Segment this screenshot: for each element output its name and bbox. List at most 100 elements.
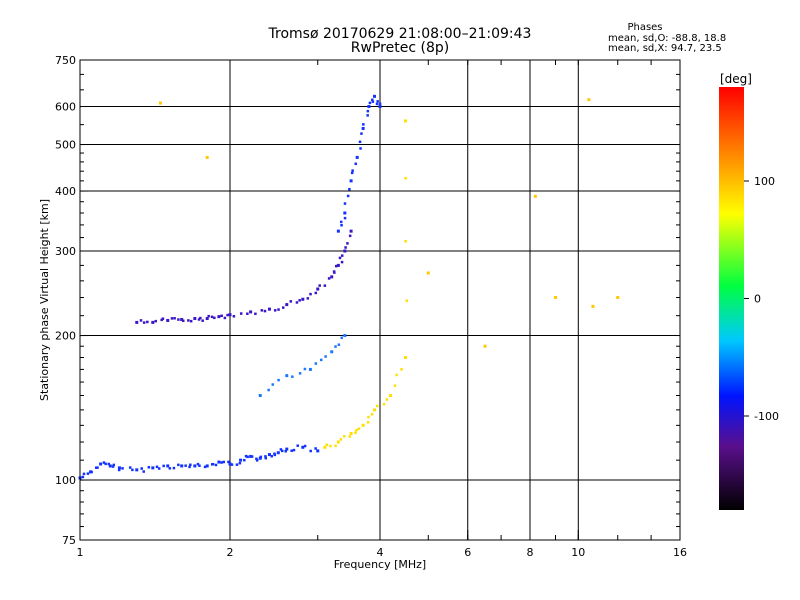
data-point [239,458,243,462]
data-point [267,307,271,311]
data-point [239,312,243,315]
data-point [161,317,165,320]
data-point [217,460,221,464]
data-point [155,465,159,469]
data-point [483,344,487,348]
data-point [142,321,146,324]
data-point [296,444,299,447]
data-point [267,388,270,392]
data-point [314,291,318,295]
x-axis-label: Frequency [MHz] [334,558,426,571]
data-point [279,448,283,451]
data-point [177,463,180,467]
colorbar [719,87,744,510]
data-point [354,431,357,435]
colorbar-label: [deg] [720,72,752,86]
data-point [385,398,389,401]
data-point [339,438,343,441]
data-point [250,455,254,458]
data-point [343,249,347,253]
data-point [81,475,85,479]
data-point [289,300,293,303]
data-point [173,317,176,320]
x-tick-label: 8 [527,546,534,559]
data-point [348,435,352,438]
data-point [217,315,221,319]
data-point [389,394,393,398]
data-point [258,456,262,460]
data-point [249,310,253,314]
data-point [273,309,277,312]
data-point [298,372,302,375]
data-point [368,101,372,105]
data-point [249,454,253,458]
data-point [291,375,294,378]
data-point [264,456,268,460]
data-point [359,147,362,150]
data-point [350,171,354,175]
data-point [290,449,293,452]
data-point [354,162,358,166]
data-point [404,176,407,180]
data-point [346,194,350,198]
data-point [404,240,407,243]
data-point [189,319,193,323]
stats-o-mode: mean, sd,O: -88.8, 18.8 [608,33,727,44]
data-point [222,460,226,464]
data-point [318,284,321,287]
y-tick-label: 600 [55,101,76,114]
data-point [243,458,246,462]
x-tick-label: 10 [571,546,585,559]
data-point [246,312,249,316]
data-point [223,316,227,320]
data-point [151,320,155,324]
data-point [343,202,347,205]
data-point [330,350,334,354]
data-point [314,362,318,365]
data-point [298,299,301,302]
data-point [117,468,121,472]
data-point [376,404,379,408]
data-point [196,462,200,466]
data-point [358,140,362,144]
data-point [403,119,407,123]
data-point [197,318,201,321]
data-point [260,309,264,312]
data-point [220,314,223,318]
data-point [213,316,216,320]
data-point [285,447,289,451]
data-point [226,313,229,317]
data-point [349,229,353,233]
data-point [157,467,161,470]
data-point [355,428,358,432]
y-tick-label: 400 [55,185,76,198]
data-point [193,317,197,321]
data-point [211,462,215,466]
data-point [220,461,223,464]
data-point [166,318,170,322]
data-point [366,421,370,424]
data-point [158,101,162,105]
data-point [207,314,210,318]
data-point [400,368,403,371]
data-point [323,445,327,449]
data-point [361,423,365,427]
data-point [230,463,234,466]
data-point [405,299,409,302]
data-point [177,318,180,321]
data-point [111,465,115,468]
data-point [273,453,277,457]
data-point [334,345,337,348]
data-point [255,457,258,461]
y-tick-label: 75 [62,534,76,547]
data-point [349,432,353,436]
x-tick-label: 6 [464,546,471,559]
y-tick-label: 200 [55,330,76,343]
data-point [348,234,352,238]
data-point [306,297,310,300]
data-point [301,297,305,301]
data-point [292,448,296,452]
data-point [255,459,259,462]
data-point [232,315,236,318]
data-point [151,466,155,470]
